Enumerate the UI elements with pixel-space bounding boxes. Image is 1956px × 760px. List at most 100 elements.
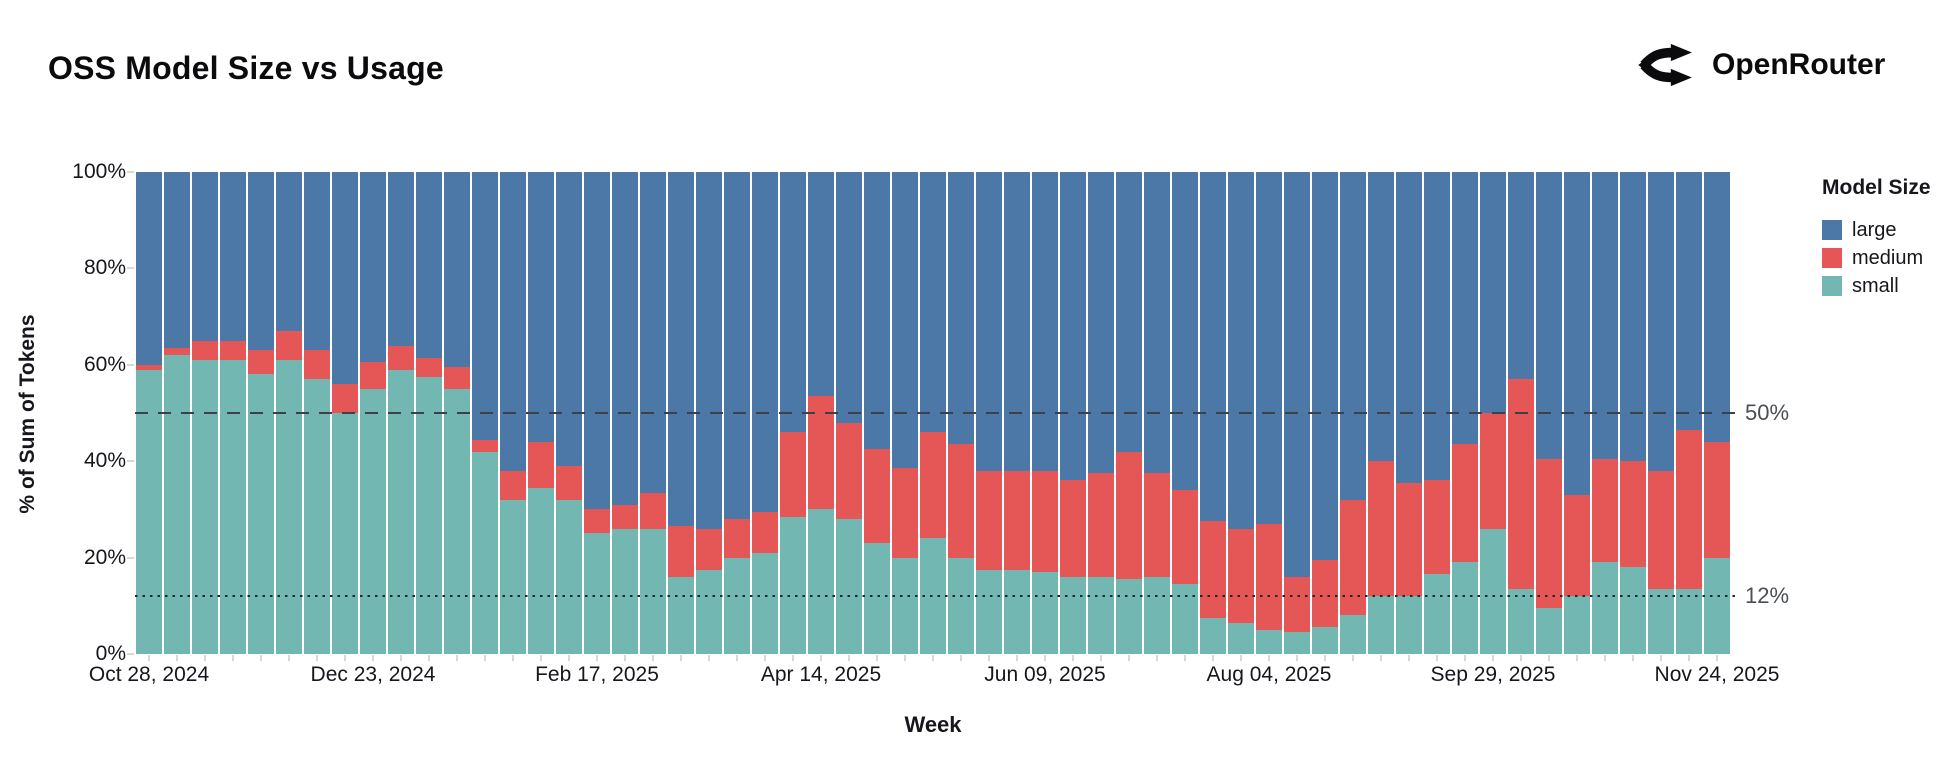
bar-segment-medium xyxy=(948,444,974,558)
bar-week-39[interactable] xyxy=(1227,172,1255,654)
bar-segment-large xyxy=(1172,172,1198,491)
bar-week-26[interactable] xyxy=(863,172,891,654)
bar-week-14[interactable] xyxy=(527,172,555,654)
x-tick-mark xyxy=(960,655,962,661)
bar-week-0[interactable] xyxy=(135,172,163,654)
bar-week-27[interactable] xyxy=(891,172,919,654)
bar-week-3[interactable] xyxy=(219,172,247,654)
x-tick-mark xyxy=(484,655,486,661)
bar-week-36[interactable] xyxy=(1143,172,1171,654)
legend-title: Model Size xyxy=(1822,176,1931,199)
bar-week-51[interactable] xyxy=(1563,172,1591,654)
bar-week-42[interactable] xyxy=(1311,172,1339,654)
bar-segment-small xyxy=(668,576,694,654)
bar-segment-large xyxy=(1004,172,1030,471)
legend-item-medium[interactable]: medium xyxy=(1822,244,1931,272)
bar-week-13[interactable] xyxy=(499,172,527,654)
bar-segment-medium xyxy=(1200,521,1226,618)
bar-week-7[interactable] xyxy=(331,172,359,654)
bar-segment-medium xyxy=(976,470,1002,570)
bar-week-46[interactable] xyxy=(1423,172,1451,654)
bar-segment-small xyxy=(836,519,862,654)
bar-week-49[interactable] xyxy=(1507,172,1535,654)
bar-week-17[interactable] xyxy=(611,172,639,654)
bar-segment-medium xyxy=(696,528,722,570)
bar-week-21[interactable] xyxy=(723,172,751,654)
x-tick-mark xyxy=(904,655,906,661)
bar-segment-large xyxy=(584,172,610,510)
bar-week-12[interactable] xyxy=(471,172,499,654)
bar-week-47[interactable] xyxy=(1451,172,1479,654)
bar-week-9[interactable] xyxy=(387,172,415,654)
bar-week-38[interactable] xyxy=(1199,172,1227,654)
x-tick-mark xyxy=(428,655,430,661)
bar-week-50[interactable] xyxy=(1535,172,1563,654)
bar-week-54[interactable] xyxy=(1647,172,1675,654)
bar-segment-medium xyxy=(836,422,862,520)
bar-week-10[interactable] xyxy=(415,172,443,654)
bar-week-31[interactable] xyxy=(1003,172,1031,654)
bar-week-11[interactable] xyxy=(443,172,471,654)
legend-item-large[interactable]: large xyxy=(1822,216,1931,244)
bar-week-22[interactable] xyxy=(751,172,779,654)
bar-week-20[interactable] xyxy=(695,172,723,654)
bar-segment-large xyxy=(472,172,498,440)
bar-segment-large xyxy=(1200,172,1226,522)
bar-segment-small xyxy=(1704,557,1730,654)
bar-week-19[interactable] xyxy=(667,172,695,654)
x-tick-mark xyxy=(204,655,206,661)
bar-week-25[interactable] xyxy=(835,172,863,654)
bar-week-6[interactable] xyxy=(303,172,331,654)
x-tick-mark xyxy=(1016,655,1018,661)
bar-week-29[interactable] xyxy=(947,172,975,654)
bar-segment-large xyxy=(1088,172,1114,474)
x-tick-mark xyxy=(232,655,234,661)
bar-week-35[interactable] xyxy=(1115,172,1143,654)
bar-segment-medium xyxy=(304,350,330,380)
bar-week-2[interactable] xyxy=(191,172,219,654)
bar-week-18[interactable] xyxy=(639,172,667,654)
x-tick-mark xyxy=(1548,655,1550,661)
bar-week-24[interactable] xyxy=(807,172,835,654)
bar-week-48[interactable] xyxy=(1479,172,1507,654)
bar-segment-medium xyxy=(1620,461,1646,568)
bar-segment-large xyxy=(1340,172,1366,500)
bar-week-23[interactable] xyxy=(779,172,807,654)
bar-segment-medium xyxy=(276,331,302,360)
bar-week-40[interactable] xyxy=(1255,172,1283,654)
bar-week-43[interactable] xyxy=(1339,172,1367,654)
x-tick-mark xyxy=(1128,655,1130,661)
bar-segment-large xyxy=(836,172,862,423)
bar-segment-medium xyxy=(1592,458,1618,563)
bar-week-56[interactable] xyxy=(1703,172,1731,654)
bar-week-30[interactable] xyxy=(975,172,1003,654)
bar-week-55[interactable] xyxy=(1675,172,1703,654)
x-tick-label: Aug 04, 2025 xyxy=(1206,663,1332,686)
bar-week-8[interactable] xyxy=(359,172,387,654)
bar-week-37[interactable] xyxy=(1171,172,1199,654)
bar-segment-medium xyxy=(1508,379,1534,589)
reference-line-12% xyxy=(135,595,1735,598)
bar-week-15[interactable] xyxy=(555,172,583,654)
y-tick-label: 60% xyxy=(83,352,126,376)
bar-week-33[interactable] xyxy=(1059,172,1087,654)
bar-week-45[interactable] xyxy=(1395,172,1423,654)
bar-segment-small xyxy=(1116,579,1142,654)
bar-segment-medium xyxy=(1396,482,1422,597)
bar-week-52[interactable] xyxy=(1591,172,1619,654)
x-tick-mark xyxy=(1072,655,1074,661)
bar-week-4[interactable] xyxy=(247,172,275,654)
bar-week-16[interactable] xyxy=(583,172,611,654)
bar-week-41[interactable] xyxy=(1283,172,1311,654)
bar-segment-small xyxy=(1088,576,1114,654)
x-tick-mark xyxy=(1156,655,1158,661)
bar-week-1[interactable] xyxy=(163,172,191,654)
bar-week-34[interactable] xyxy=(1087,172,1115,654)
bar-segment-medium xyxy=(556,466,582,500)
bar-segment-small xyxy=(864,543,890,654)
bar-week-5[interactable] xyxy=(275,172,303,654)
bar-segment-small xyxy=(752,552,778,654)
bar-week-32[interactable] xyxy=(1031,172,1059,654)
bar-segment-medium xyxy=(1144,473,1170,577)
legend-item-small[interactable]: small xyxy=(1822,272,1931,300)
